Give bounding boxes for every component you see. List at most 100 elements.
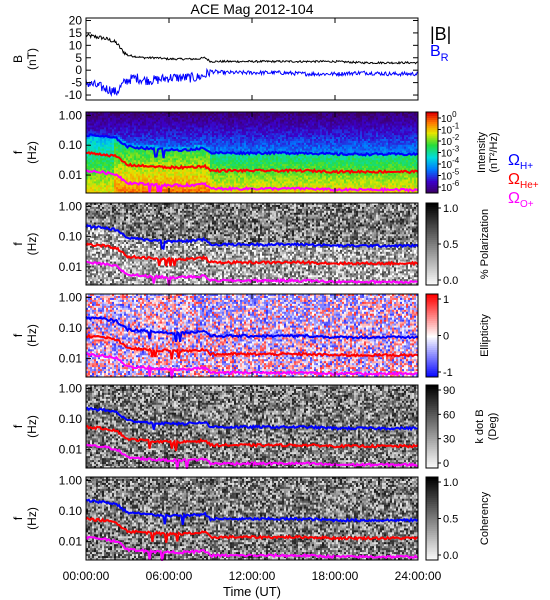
series-line-total — [85, 32, 419, 65]
y-axis-label: f — [11, 333, 25, 337]
legend-b-radial: BR — [430, 43, 449, 64]
x-tick-label: 18:00:00 — [312, 569, 359, 583]
legend-gyro-sub: O+ — [520, 199, 534, 210]
colorbar-tick-exponent: -1 — [452, 122, 460, 131]
y-tick-label: 1.00 — [59, 473, 83, 487]
gyro-line-Hplus — [85, 498, 419, 526]
y-tick-label: 0.10 — [59, 504, 83, 518]
y-axis-label-units: (Hz) — [25, 141, 39, 164]
legend-gyro-Hplus: ΩH+ — [508, 152, 533, 172]
colorbar-tick-label: 10-1 — [441, 122, 460, 137]
y-tick-label: 10 — [69, 38, 83, 52]
y-tick-label: 1.00 — [59, 290, 83, 304]
panel-kdotb: 1.00 0.10 0.01 90 60 30 0 k dot B (Deg) f (Hz) — [11, 381, 499, 470]
y-tick-label: 1.00 — [59, 108, 83, 122]
legend-b-radial-main: B — [430, 43, 441, 60]
y-tick-label: 0.01 — [59, 260, 83, 274]
gyro-line-Hplus — [85, 133, 419, 159]
colorbar-title-units: (Deg) — [487, 413, 499, 441]
colorbar-tick-label: 10-4 — [441, 156, 460, 171]
y-tick-label: 0 — [75, 63, 82, 77]
colorbar-tick-exponent: -6 — [452, 179, 460, 188]
colorbar-title: Coherency — [479, 491, 491, 545]
y-tick-label: 15 — [69, 26, 83, 40]
x-tick-label: 12:00:00 — [229, 569, 276, 583]
y-tick-label: 1.00 — [59, 199, 83, 213]
gyro-line-Heplus — [85, 151, 419, 175]
y-axis-label-units: (Hz) — [25, 324, 39, 347]
chart-title: ACE Mag 2012-104 — [191, 1, 314, 17]
colorbar-tick-base: 10 — [441, 114, 453, 125]
y-tick-label: 1.00 — [59, 381, 83, 395]
x-axis: 00:00:00 06:00:00 12:00:00 18:00:00 24:00:00 — [63, 569, 442, 583]
y-tick-label: 0.01 — [59, 352, 83, 366]
colorbar-tick-label: 90 — [443, 385, 455, 397]
x-tick-label: 06:00:00 — [146, 569, 193, 583]
y-tick-label: 0.10 — [59, 138, 83, 152]
y-tick-label: 0.01 — [59, 535, 83, 549]
gyro-line-Hplus — [85, 223, 419, 251]
colorbar-tick-label: 60 — [443, 409, 455, 421]
colorbar-tick-label: 1.0 — [443, 477, 458, 489]
y-tick-label: 5 — [75, 51, 82, 65]
gyro-line-Hplus — [85, 406, 418, 432]
panel-frame — [85, 17, 419, 101]
colorbar-tick-label: 0 — [443, 331, 449, 343]
gyro-line-Heplus — [85, 333, 419, 360]
colorbar-polarization: 1.0 0.5 0.0 % Polarization — [425, 202, 491, 287]
colorbar-tick-exponent: -4 — [452, 156, 460, 165]
colorbar-tick-label: 0.0 — [443, 550, 458, 562]
y-axis-label: B — [11, 55, 25, 63]
colorbar-tick-base: 10 — [441, 149, 453, 160]
legend-gyro-symbol: Ω — [508, 190, 520, 207]
colorbar-tick-base: 10 — [441, 160, 453, 171]
y-axis-label-units: (Hz) — [25, 415, 39, 438]
y-axis-label: f — [11, 242, 25, 246]
legend-gyro-Oplus: ΩO+ — [508, 190, 534, 210]
y-axis-label: f — [11, 516, 25, 520]
colorbar-tick-label: -1 — [443, 367, 453, 379]
legend-gyro-sub: H+ — [520, 161, 533, 172]
panel-polarization: 1.00 0.10 0.01 1.0 0.5 0.0 % Polarization f (Hz) — [11, 199, 491, 287]
colorbar-tick-exponent: -3 — [452, 145, 460, 154]
series-line-radial — [85, 67, 419, 98]
colorbar-title: Intensity — [476, 132, 488, 173]
colorbar-tick-label: 1 — [443, 294, 449, 306]
y-tick-label: 0.10 — [59, 412, 83, 426]
colorbar-coherency: 1.0 0.5 0.0 Coherency — [425, 476, 491, 562]
gyro-line-Heplus — [85, 516, 419, 543]
legend-gyro-symbol: Ω — [508, 152, 520, 169]
x-tick-label: 24:00:00 — [395, 569, 442, 583]
panel-intensity: 1.000.100.0110010-110-210-310-410-510-6I… — [11, 108, 539, 210]
panel-coherency: 1.00 0.10 0.01 1.0 0.5 0.0 Coherency f (Hz) — [11, 473, 491, 562]
legend-gyro-sub: He+ — [520, 180, 539, 191]
colorbar-tick-label: 10-2 — [441, 133, 460, 148]
colorbar-tick-base: 10 — [441, 126, 453, 137]
legend-b-total: |B| — [430, 24, 451, 44]
colorbar-tick-base: 10 — [441, 172, 453, 183]
colorbar-tick-label: 10-6 — [441, 179, 460, 194]
y-tick-label: 0.01 — [59, 443, 83, 457]
colorbar-title: k dot B — [474, 409, 486, 443]
colorbar-tick-label: 10-3 — [441, 145, 460, 160]
colorbar-ellipticity: 1 0 -1 Ellipticity — [425, 293, 491, 379]
colorbar-tick-label: 10-5 — [441, 168, 460, 183]
colorbar-tick-label: 0 — [443, 458, 449, 470]
y-axis-label-units: (nT) — [25, 48, 39, 70]
y-tick-label: 20 — [69, 13, 83, 27]
y-tick-label: -5 — [71, 76, 82, 90]
x-axis-label: Time (UT) — [223, 584, 281, 599]
colorbar-tick-base: 10 — [441, 137, 453, 148]
y-axis-label-units: (Hz) — [25, 233, 39, 256]
y-axis-label: f — [11, 150, 25, 154]
gyro-line-Heplus — [85, 424, 419, 452]
y-tick-label: -10 — [65, 88, 83, 102]
colorbar-tick-label: 1.0 — [443, 203, 458, 215]
colorbar-tick-exponent: -2 — [452, 133, 460, 142]
gyro-line-Heplus — [85, 242, 419, 267]
colorbar-title: Ellipticity — [479, 314, 491, 357]
